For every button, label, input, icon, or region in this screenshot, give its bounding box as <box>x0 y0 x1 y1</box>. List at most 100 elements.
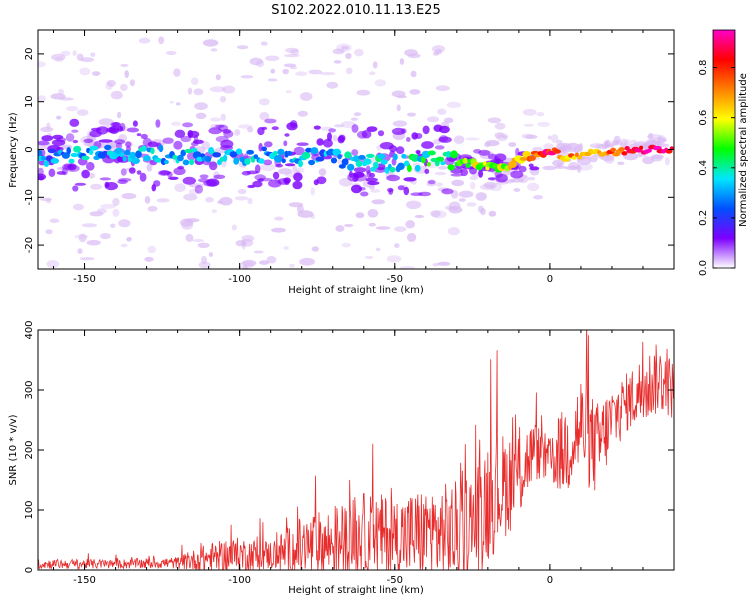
spectrogram-band-cell <box>439 135 448 142</box>
spectrogram-faint-cell <box>444 117 454 124</box>
spectrogram-faint-cell <box>100 233 111 240</box>
spectrogram-band-cell <box>348 170 353 178</box>
spectrogram-band-cell <box>114 139 126 145</box>
spectrogram-faint-cell <box>340 45 350 50</box>
spectrogram-faint-cell <box>260 163 276 172</box>
spectrogram-band-cell <box>65 133 75 142</box>
spectrogram-band-cell <box>410 192 423 196</box>
spectrogram-faint-cell <box>86 239 101 246</box>
spectrogram-faint-cell <box>295 71 308 76</box>
spectrogram-faint-cell <box>124 70 129 79</box>
spectrogram-faint-cell <box>126 237 132 242</box>
spectrogram-band-cell <box>162 137 174 144</box>
spectrogram-faint-cell <box>147 205 158 212</box>
spectrogram-faint-cell <box>183 193 198 201</box>
spectrogram-faint-cell <box>118 219 131 228</box>
spectrogram-ridge-cell <box>81 155 90 161</box>
spectrogram-faint-cell <box>184 218 200 223</box>
spectrogram-band-cell <box>83 138 94 143</box>
spectrogram-ridge-cell <box>205 155 212 163</box>
spectrogram-band-cell <box>155 119 161 128</box>
spectrogram-faint-cell <box>112 208 120 217</box>
spectrogram-faint-cell <box>219 196 233 206</box>
spectrogram-band-cell <box>406 137 411 142</box>
spectrogram-faint-cell <box>60 50 71 57</box>
spectrogram-band-cell <box>74 182 87 186</box>
spectrogram-ridge-cell <box>143 155 151 162</box>
y-tick-label: 10 <box>24 95 35 108</box>
spectrogram-band-cell <box>313 179 319 186</box>
spectrogram-faint-cell <box>576 164 582 173</box>
spectrogram-faint-cell <box>453 135 465 144</box>
spectrogram-band-cell <box>510 170 524 179</box>
snr-series-line <box>38 330 674 570</box>
spectrogram-faint-cell <box>477 205 484 213</box>
spectrogram-ridge-cell <box>330 157 338 164</box>
spectrogram-faint-cell <box>532 146 543 152</box>
spectrogram-faint-cell <box>308 69 323 75</box>
spectrogram-faint-cell <box>105 81 113 90</box>
spectrogram-faint-cell <box>288 202 304 208</box>
spectrogram-faint-cell <box>396 104 401 112</box>
spectrogram-band-cell <box>120 168 127 176</box>
spectrogram-band-cell <box>153 180 161 187</box>
spectrogram-band-cell <box>397 185 405 191</box>
spectrogram-faint-cell <box>299 257 315 266</box>
spectrogram-ridge-cell <box>150 147 155 155</box>
spectrogram-faint-cell <box>88 173 95 179</box>
spectrogram-band-cell <box>424 168 430 175</box>
spectrogram-ridge-cell <box>298 160 303 168</box>
spectrogram-faint-cell <box>56 115 62 120</box>
spectrogram-faint-cell <box>432 51 439 56</box>
spectrogram-ridge-cell <box>73 145 82 153</box>
spectrogram-faint-cell <box>437 261 451 266</box>
spectrogram-band-cell <box>257 127 265 136</box>
spectrogram-faint-cell <box>46 197 52 204</box>
spectrogram-band-cell <box>427 179 436 185</box>
spectrogram-ridge-cell <box>447 164 455 171</box>
spectrogram-ridge-cell <box>462 157 468 164</box>
spectrogram-ridge-cell <box>407 164 412 173</box>
spectrogram-band-cell <box>358 187 366 191</box>
spectrogram-band-cell <box>478 169 483 178</box>
y-tick-label: 400 <box>24 320 35 339</box>
spectrogram-faint-cell <box>375 226 391 230</box>
spectrogram-band-cell <box>125 141 132 148</box>
spectrogram-faint-cell <box>458 198 466 202</box>
spectrogram-ridge-cell <box>182 159 190 166</box>
spectrogram-faint-cell <box>469 181 476 190</box>
spectrogram-band-cell <box>98 139 113 143</box>
spectrogram-ridge-cell <box>414 164 421 172</box>
spectrogram-faint-cell <box>333 60 342 64</box>
spectrogram-faint-cell <box>112 197 120 207</box>
spectrogram-band-cell <box>104 181 110 188</box>
spectrogram-faint-cell <box>181 221 194 230</box>
spectrogram-band-cell <box>182 176 196 185</box>
spectrogram-band-cell <box>373 167 387 173</box>
spectrogram-ridge-cell <box>229 151 238 158</box>
spectrogram-ridge-cell <box>88 149 94 155</box>
spectrogram-faint-cell <box>370 189 381 193</box>
spectrogram-band-cell <box>222 128 232 134</box>
spectrogram-band-cell <box>254 174 266 181</box>
spectrogram-faint-cell <box>568 162 579 170</box>
spectrogram-band-cell <box>495 173 508 183</box>
spectrogram-band-cell <box>86 161 95 171</box>
spectrogram-band-cell <box>337 135 345 144</box>
spectrogram-faint-cell <box>156 198 170 203</box>
spectrogram-band-cell <box>136 170 142 175</box>
spectrogram-ridge-cell <box>212 152 222 158</box>
spectrogram-ridge-cell <box>104 144 112 151</box>
spectrogram-band-cell <box>434 145 445 150</box>
spectrogram-band-cell <box>72 139 79 144</box>
spectrogram-faint-cell <box>310 214 316 219</box>
spectrogram-faint-cell <box>236 45 249 50</box>
spectrogram-faint-cell <box>405 220 416 229</box>
spectrogram-faint-cell <box>466 202 477 207</box>
spectrogram-band-cell <box>38 140 50 146</box>
spectrogram-band-cell <box>386 174 400 182</box>
x-tick-label: -100 <box>228 274 251 285</box>
spectrogram-band-cell <box>208 127 222 135</box>
spectrogram-band-cell <box>173 167 186 176</box>
spectrogram-faint-cell <box>434 171 447 176</box>
